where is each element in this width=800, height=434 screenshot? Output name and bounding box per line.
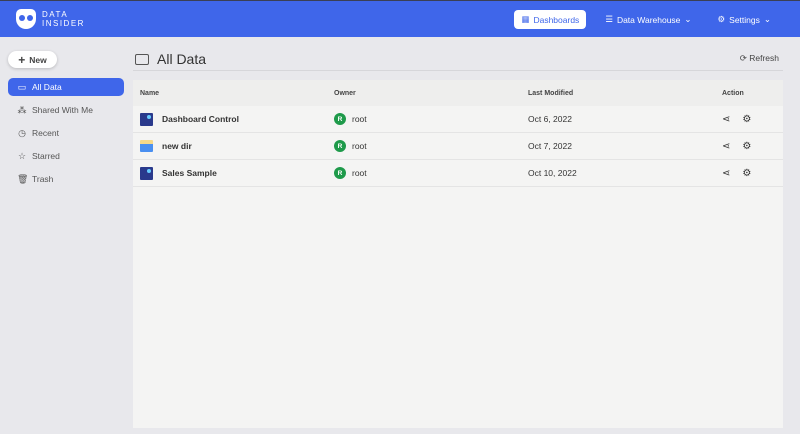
owner-name: root	[352, 168, 367, 178]
refresh-label: Refresh	[749, 53, 779, 63]
owl-logo-icon	[16, 9, 36, 29]
folder-icon	[135, 53, 149, 65]
nav-label: Settings	[729, 14, 760, 25]
owner-name: root	[352, 141, 367, 151]
chevron-down-icon: ⌄	[763, 14, 771, 24]
refresh-button[interactable]: ⟳ Refresh	[740, 53, 779, 64]
nav-settings[interactable]: ⚙ Settings ⌄	[711, 10, 778, 29]
avatar: R	[334, 113, 346, 125]
last-modified: Oct 6, 2022	[528, 114, 572, 124]
plus-icon: +	[18, 52, 26, 67]
star-icon: ☆	[17, 150, 27, 161]
nav-dashboards[interactable]: ▦ Dashboards	[514, 10, 587, 29]
folder-icon	[140, 140, 153, 152]
last-modified: Oct 10, 2022	[528, 168, 577, 178]
dashboard-icon	[140, 166, 153, 180]
sidebar-item-label: Starred	[32, 151, 60, 161]
sidebar-item-recent[interactable]: ◷ Recent	[8, 124, 124, 142]
sidebar: ▭ All Data ⁂ Shared With Me ◷ Recent ☆ Starr…	[8, 78, 124, 193]
nav-label: Data Warehouse	[616, 14, 681, 25]
dashboard-icon: ▦	[521, 14, 530, 24]
column-header-action: Action	[722, 89, 744, 97]
last-modified: Oct 7, 2022	[528, 141, 572, 151]
item-name[interactable]: Dashboard Control	[162, 114, 239, 124]
owner-name: root	[352, 114, 367, 124]
share-icon: ⁂	[17, 104, 27, 115]
sidebar-item-trash[interactable]: 🗑 Trash	[8, 170, 124, 188]
sidebar-item-starred[interactable]: ☆ Starred	[8, 147, 124, 165]
share-icon[interactable]: ⋖	[722, 140, 731, 152]
column-header-owner[interactable]: Owner	[334, 89, 356, 97]
top-bar: DATA INSIDER ▦ Dashboards ☰ Data Warehouse ⌄…	[0, 0, 800, 37]
share-icon[interactable]: ⋖	[722, 113, 731, 125]
item-name[interactable]: new dir	[162, 141, 192, 151]
sidebar-item-label: Recent	[32, 128, 59, 138]
gear-icon[interactable]: ⚙	[742, 140, 752, 152]
nav-data-warehouse[interactable]: ☰ Data Warehouse ⌄	[598, 10, 698, 29]
nav-label: Dashboards	[533, 14, 580, 25]
gear-icon: ⚙	[717, 14, 726, 24]
sidebar-item-shared[interactable]: ⁂ Shared With Me	[8, 101, 124, 119]
column-header-name[interactable]: Name	[140, 89, 160, 97]
sidebar-item-label: Shared With Me	[32, 105, 93, 115]
refresh-icon: ⟳	[739, 53, 747, 63]
new-label: New	[29, 54, 47, 65]
page-header: All Data ⟳ Refresh	[133, 48, 783, 71]
new-button[interactable]: + New	[8, 51, 57, 68]
avatar: R	[334, 140, 346, 152]
column-header-last-modified[interactable]: Last Modified	[528, 89, 574, 97]
logo[interactable]: DATA INSIDER	[16, 9, 85, 29]
database-icon: ☰	[605, 14, 613, 24]
table-header: Name Owner Last Modified Action	[133, 80, 783, 106]
sidebar-item-label: All Data	[32, 82, 62, 92]
avatar: R	[334, 167, 346, 179]
logo-text-line2: INSIDER	[42, 19, 85, 28]
sidebar-item-label: Trash	[32, 174, 54, 184]
folder-icon: ▭	[17, 81, 27, 92]
data-table: Name Owner Last Modified Action Dashboar…	[133, 80, 783, 428]
sidebar-item-all-data[interactable]: ▭ All Data	[8, 78, 124, 96]
dashboard-icon	[140, 112, 153, 126]
chevron-down-icon: ⌄	[684, 14, 692, 24]
trash-icon: 🗑	[17, 173, 29, 184]
gear-icon[interactable]: ⚙	[742, 167, 752, 179]
item-name[interactable]: Sales Sample	[162, 168, 217, 178]
logo-text-line1: DATA	[42, 10, 69, 19]
page-title: All Data	[157, 51, 207, 67]
gear-icon[interactable]: ⚙	[742, 113, 752, 125]
clock-icon: ◷	[18, 127, 26, 138]
share-icon[interactable]: ⋖	[722, 167, 731, 179]
